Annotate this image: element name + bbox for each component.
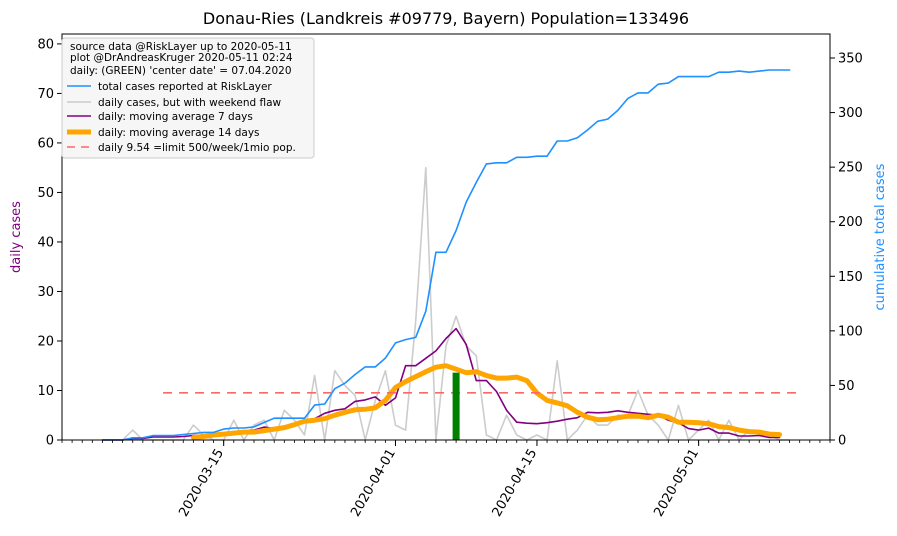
- y-left-tick-label: 0: [46, 434, 54, 449]
- y-left-tick-label: 20: [37, 334, 54, 349]
- legend-note: source data @RiskLayer up to 2020-05-11: [70, 41, 292, 53]
- y-right-tick-label: 50: [838, 379, 855, 394]
- legend-label-limit: daily 9.54 =limit 500/week/1mio pop.: [98, 142, 296, 154]
- total-cases-line: [101, 69, 791, 441]
- moving-average-14-line: [190, 363, 782, 440]
- y-axis-right-label: cumulative total cases: [873, 163, 888, 310]
- y-right-tick-label: 200: [838, 215, 863, 230]
- legend-box: [61, 37, 315, 159]
- y-axis-left-label: daily cases: [9, 201, 24, 273]
- x-tick-label: 2020-04-01: [348, 447, 399, 520]
- daily-cases-line: [101, 166, 791, 441]
- y-left-tick-label: 10: [37, 384, 54, 399]
- y-right-tick-label: 0: [838, 434, 846, 449]
- legend-label-ma7: daily: moving average 7 days: [98, 111, 253, 123]
- legend-note: plot @DrAndreasKruger 2020-05-11 02:24: [70, 52, 293, 64]
- y-right-tick-label: 100: [838, 324, 863, 339]
- y-left-tick-label: 80: [37, 37, 54, 52]
- y-right-tick-label: 150: [838, 270, 863, 285]
- y-right-tick-label: 350: [838, 52, 863, 67]
- x-tick-label: 2020-04-15: [490, 447, 541, 520]
- y-left-tick-label: 70: [37, 87, 54, 102]
- y-left-tick-label: 50: [37, 186, 54, 201]
- y-right-tick-label: 300: [838, 106, 863, 121]
- y-left-tick-label: 40: [37, 235, 54, 250]
- chart-title: Donau-Ries (Landkreis #09779, Bayern) Po…: [203, 9, 689, 28]
- y-left-tick-label: 30: [37, 285, 54, 300]
- x-tick-label: 2020-03-15: [176, 447, 227, 520]
- x-tick-label: 2020-05-01: [651, 447, 702, 520]
- center-date-bar: [452, 372, 460, 440]
- legend-note: daily: (GREEN) 'center date' = 07.04.202…: [70, 65, 292, 77]
- legend-label-ma14: daily: moving average 14 days: [98, 127, 260, 139]
- legend-label-daily: daily cases, but with weekend flaw: [98, 97, 282, 109]
- y-right-tick-label: 250: [838, 161, 863, 176]
- legend: source data @RiskLayer up to 2020-05-11 …: [61, 37, 315, 159]
- y-left-tick-label: 60: [37, 136, 54, 151]
- legend-label-total: total cases reported at RiskLayer: [98, 81, 272, 93]
